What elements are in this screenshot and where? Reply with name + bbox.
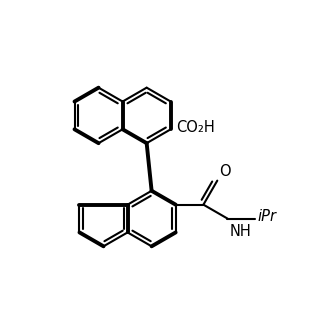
Text: CO₂H: CO₂H [176,120,214,135]
Text: NH: NH [229,224,251,240]
Text: O: O [219,164,231,179]
Text: iPr: iPr [257,209,276,224]
